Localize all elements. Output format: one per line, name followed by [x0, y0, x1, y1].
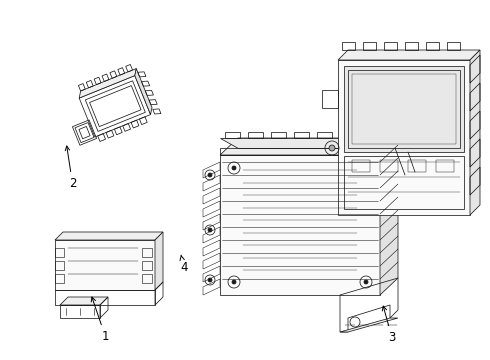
Circle shape — [208, 173, 212, 177]
Polygon shape — [220, 138, 340, 148]
Polygon shape — [60, 297, 108, 305]
Polygon shape — [220, 155, 380, 295]
Circle shape — [364, 166, 368, 170]
Polygon shape — [220, 138, 398, 155]
Text: 1: 1 — [91, 297, 109, 343]
Text: 3: 3 — [382, 306, 396, 344]
Polygon shape — [338, 50, 480, 60]
Polygon shape — [79, 68, 136, 98]
Polygon shape — [55, 240, 155, 290]
Polygon shape — [340, 318, 398, 332]
Circle shape — [208, 228, 212, 232]
Circle shape — [329, 145, 335, 151]
Polygon shape — [55, 232, 163, 240]
Circle shape — [232, 166, 236, 170]
Polygon shape — [135, 68, 152, 114]
Circle shape — [364, 280, 368, 284]
Polygon shape — [470, 50, 480, 215]
Polygon shape — [338, 60, 470, 215]
Polygon shape — [380, 138, 398, 295]
Circle shape — [208, 278, 212, 282]
Polygon shape — [344, 66, 464, 152]
Circle shape — [232, 280, 236, 284]
Text: 2: 2 — [65, 146, 76, 190]
Text: 4: 4 — [180, 255, 188, 274]
Polygon shape — [155, 232, 163, 290]
